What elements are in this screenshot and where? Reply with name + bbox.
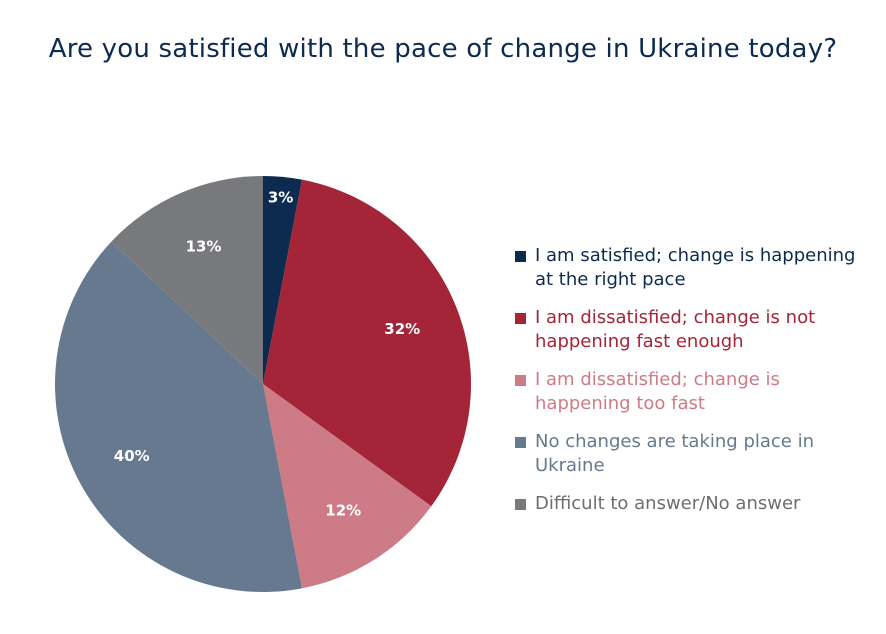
legend-item-not-fast-enough: I am dissatisfied; change is not happeni… (515, 306, 875, 354)
legend-swatch (515, 313, 526, 324)
legend-item-no-changes: No changes are taking place in Ukraine (515, 430, 875, 478)
legend-label: Difficult to answer/No answer (535, 493, 801, 514)
legend-label: No changes are taking place in Ukraine (535, 431, 814, 476)
pie-slice-labels: 3% 32% 12% 40% 13% (114, 189, 420, 520)
pie-slices (55, 176, 472, 592)
pie-slice-difficult (111, 176, 263, 384)
chart-legend: I am satisfied; change is happening at t… (515, 244, 875, 530)
legend-swatch (515, 437, 526, 448)
pie-slice-label-not-fast-enough: 32% (384, 320, 420, 338)
legend-swatch (515, 251, 526, 262)
pie-slice-not-fast-enough (263, 179, 472, 507)
pie-slice-label-difficult: 13% (186, 238, 222, 256)
legend-swatch (515, 375, 526, 386)
legend-item-difficult: Difficult to answer/No answer (515, 492, 875, 516)
chart-title: Are you satisfied with the pace of chang… (48, 34, 838, 64)
pie-slice-no-changes (55, 241, 302, 592)
legend-swatch (515, 499, 526, 510)
pie-slice-satisfied (263, 176, 302, 384)
legend-item-satisfied: I am satisfied; change is happening at t… (515, 244, 875, 292)
legend-label: I am dissatisfied; change is not happeni… (535, 307, 816, 352)
legend-item-too-fast: I am dissatisfied; change is happening t… (515, 368, 875, 416)
pie-slice-label-no-changes: 40% (114, 447, 150, 465)
pie-slice-label-satisfied: 3% (268, 189, 293, 207)
legend-label: I am dissatisfied; change is happening t… (535, 369, 780, 414)
pie-slice-label-too-fast: 12% (325, 501, 361, 519)
pie-slice-too-fast (263, 384, 432, 589)
legend-label: I am satisfied; change is happening at t… (535, 245, 856, 290)
